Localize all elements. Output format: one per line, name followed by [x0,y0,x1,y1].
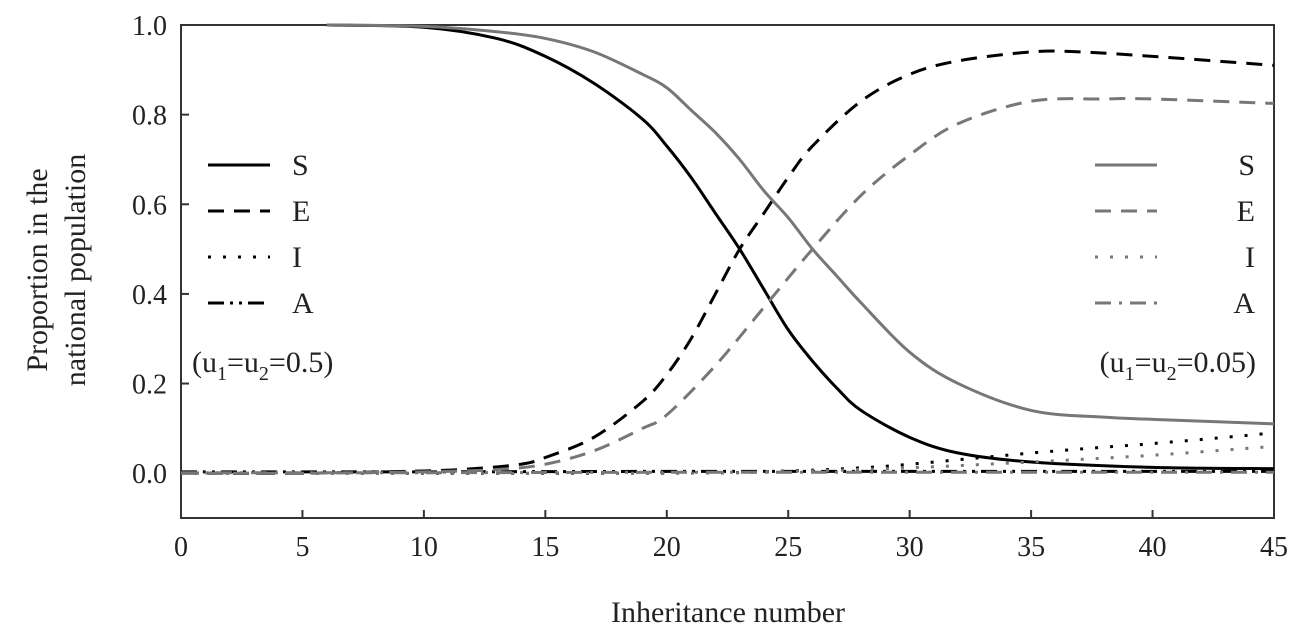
y-axis-label-line2: national population [59,154,92,386]
x-tick-label: 30 [896,532,924,563]
x-tick-label: 0 [174,532,188,563]
x-tick-label: 35 [1017,532,1045,563]
series-e-u05 [180,49,1275,475]
legend-label-i: I [1245,241,1255,274]
x-tick-label: 15 [531,532,559,563]
series-s-u05 [326,23,1275,471]
x-axis-label: Inheritance number [611,596,845,629]
legend-label-a: A [1233,287,1255,320]
series-a-u005 [180,470,1274,475]
legend-label-a: A [292,287,314,320]
series-s-u005 [326,23,1275,426]
legend-label-s: S [1238,149,1255,182]
series-e-u005 [180,97,1275,475]
legend-condition: (u1=u2=0.05) [1100,346,1256,385]
y-tick-label: 0.8 [132,101,167,132]
x-tick-label: 10 [410,532,438,563]
y-tick-label: 0.4 [132,280,167,311]
legend-label-i: I [292,241,302,274]
x-tick-label: 5 [295,532,309,563]
legend-condition: (u1=u2=0.5) [192,346,333,385]
y-tick-label: 0.0 [132,459,167,490]
x-tick-label: 25 [774,532,802,563]
y-tick-label: 0.2 [132,370,167,401]
plot-frame [180,24,1275,519]
legend-label-e: E [292,195,310,228]
y-axis-label-line1: Proportion in the [21,168,54,371]
x-tick-label: 45 [1260,532,1288,563]
legend-label-e: E [1237,195,1255,228]
y-tick-label: 0.6 [132,190,167,221]
x-tick-label: 20 [653,532,681,563]
x-tick-label: 40 [1139,532,1167,563]
series-i-u005 [180,444,1275,475]
series-lines [180,23,1275,475]
y-tick-label: 1.0 [132,11,167,42]
axes: 0 5 10 15 20 25 30 35 40 45 0.0 0.2 0.4 0.6 0.8 1.0 [132,11,1288,563]
legend-label-s: S [292,149,309,182]
